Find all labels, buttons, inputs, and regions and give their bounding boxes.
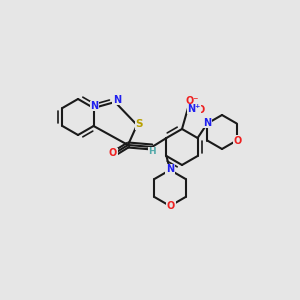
- Text: O⁻: O⁻: [185, 96, 199, 106]
- Text: O: O: [197, 105, 205, 115]
- Text: O: O: [167, 201, 175, 211]
- Text: H: H: [148, 148, 156, 157]
- Text: N: N: [91, 101, 99, 111]
- Text: S: S: [135, 119, 143, 129]
- Text: O: O: [109, 148, 117, 158]
- Text: N⁺: N⁺: [187, 104, 201, 114]
- Text: N: N: [166, 164, 174, 174]
- Text: N: N: [113, 95, 121, 105]
- Text: O: O: [234, 136, 242, 146]
- Text: N: N: [203, 118, 211, 128]
